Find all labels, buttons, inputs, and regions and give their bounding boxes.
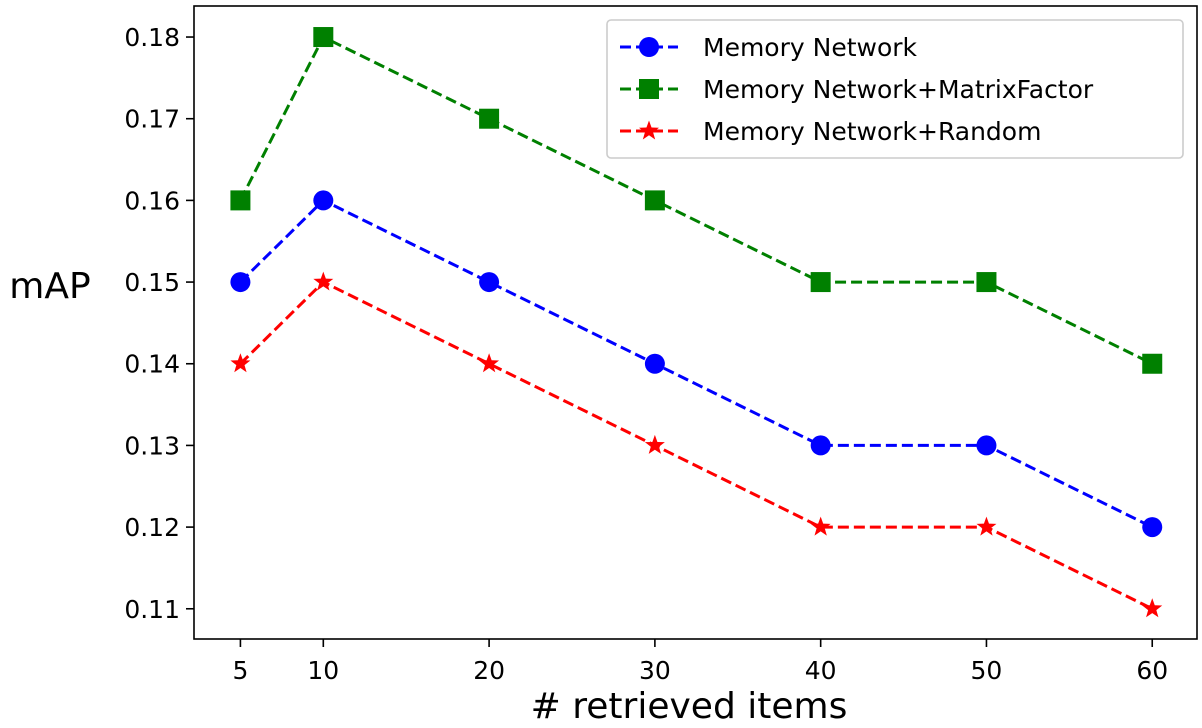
series-line	[239, 198, 1153, 529]
legend-label: Memory Network	[703, 33, 918, 62]
legend-label: Memory Network+MatrixFactor	[703, 75, 1094, 104]
series-1	[230, 190, 1163, 538]
data-point	[810, 516, 831, 536]
legend-marker	[639, 79, 659, 99]
data-point	[976, 272, 997, 293]
x-axis-title: # retrieved items	[531, 686, 848, 727]
data-point	[313, 27, 334, 48]
legend-label: Memory Network+Random	[703, 117, 1041, 146]
data-point	[479, 272, 500, 293]
data-point	[1142, 598, 1163, 618]
data-point	[313, 271, 334, 291]
x-tick-label: 5	[232, 656, 248, 685]
series-layer	[230, 27, 1163, 618]
plot-frame	[193, 5, 1198, 640]
x-tick-label: 60	[1136, 656, 1168, 685]
y-tick-label: 0.13	[124, 431, 180, 460]
data-point	[230, 353, 251, 373]
data-point	[644, 434, 665, 454]
x-tick-label: 10	[307, 656, 339, 685]
data-point	[644, 190, 665, 211]
y-tick-label: 0.12	[124, 513, 180, 542]
x-tick-label: 40	[805, 656, 837, 685]
x-tick-label: 50	[971, 656, 1003, 685]
y-tick-label: 0.18	[124, 23, 180, 52]
data-point	[976, 516, 997, 536]
data-point	[230, 190, 251, 211]
data-point	[976, 435, 997, 456]
y-axis: 0.11 0.12 0.13 0.14 0.15 0.16 0.17 0.18	[124, 23, 194, 624]
y-tick-label: 0.14	[124, 350, 180, 379]
series-3	[230, 271, 1163, 618]
legend-entry: Memory Network+MatrixFactor	[620, 75, 1094, 104]
series-line	[239, 280, 1153, 611]
x-tick-label: 20	[473, 656, 505, 685]
x-tick-label: 30	[639, 656, 671, 685]
data-point	[230, 272, 251, 293]
legend: Memory Network Memory Network+MatrixFacto…	[606, 19, 1184, 159]
y-axis-title: mAP	[9, 266, 90, 307]
data-point	[810, 272, 831, 293]
data-point	[479, 353, 500, 373]
legend-marker	[639, 37, 659, 57]
series-2	[230, 27, 1163, 374]
legend-box	[606, 19, 1184, 159]
data-point	[313, 190, 334, 211]
legend-entry: Memory Network+Random	[620, 117, 1041, 146]
y-tick-label: 0.11	[124, 595, 180, 624]
y-tick-label: 0.16	[124, 186, 180, 215]
data-point	[644, 353, 665, 374]
y-tick-label: 0.17	[124, 105, 180, 134]
data-point	[810, 435, 831, 456]
data-point	[479, 108, 500, 129]
legend-marker	[639, 120, 659, 140]
y-tick-label: 0.15	[124, 268, 180, 297]
x-axis: 5 10 20 30 40 50 60	[232, 639, 1168, 685]
data-point	[1142, 517, 1163, 538]
data-point	[1142, 353, 1163, 374]
legend-entry: Memory Network	[620, 33, 918, 62]
